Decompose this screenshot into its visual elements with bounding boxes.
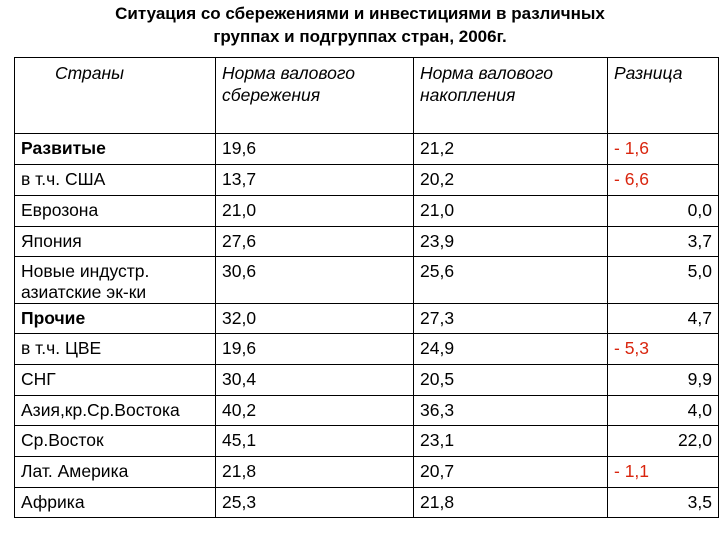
accumulation-rate-cell: 23,1 <box>413 425 608 457</box>
saving-rate-cell: 21,0 <box>215 195 414 227</box>
country-cell: Еврозона <box>14 195 216 227</box>
difference-cell: 4,0 <box>607 395 719 426</box>
header-accumulation-line-1: Норма валового <box>420 63 554 83</box>
accumulation-rate-cell: 21,0 <box>413 195 608 227</box>
saving-rate-cell: 13,7 <box>215 164 414 196</box>
difference-cell: 9,9 <box>607 364 719 396</box>
page-title: Ситуация со сбережениями и инвестициями … <box>0 2 720 48</box>
difference-cell: 22,0 <box>607 425 719 457</box>
accumulation-rate-cell: 20,5 <box>413 364 608 396</box>
difference-cell: 4,7 <box>607 303 719 334</box>
table-row: Азия,кр.Ср.Востока 40,2 36,3 4,0 <box>14 395 719 426</box>
country-cell: Прочие <box>14 303 216 334</box>
saving-rate-cell: 27,6 <box>215 226 414 257</box>
table-row: Ср.Восток 45,1 23,1 22,0 <box>14 425 719 457</box>
saving-rate-cell: 30,6 <box>215 256 414 304</box>
table-row: Прочие 32,0 27,3 4,7 <box>14 303 719 334</box>
saving-rate-cell: 40,2 <box>215 395 414 426</box>
country-cell: Африка <box>14 487 216 518</box>
table-row: Развитые 19,6 21,2- 1,6 <box>14 133 719 165</box>
table-row: СНГ 30,4 20,5 9,9 <box>14 364 719 396</box>
accumulation-rate-cell: 27,3 <box>413 303 608 334</box>
header-accumulation-line-2: накопления <box>420 85 516 105</box>
table-row: Еврозона 21,0 21,0 0,0 <box>14 195 719 227</box>
title-line-1: Ситуация со сбережениями и инвестициями … <box>115 4 605 23</box>
accumulation-rate-cell: 20,7 <box>413 456 608 488</box>
saving-rate-cell: 45,1 <box>215 425 414 457</box>
table-row: Новые индустр. азиатские эк-ки 30,6 25,6 5,0 <box>14 256 719 304</box>
country-cell: в т.ч. ЦВЕ <box>14 333 216 365</box>
country-cell: Новые индустр. азиатские эк-ки <box>14 256 216 304</box>
difference-cell: 3,7 <box>607 226 719 257</box>
country-line-1: Новые индустр. <box>21 261 150 281</box>
difference-cell: - 5,3 <box>607 333 719 365</box>
country-cell: Япония <box>14 226 216 257</box>
savings-table: Страны Норма валового сбережения Норма ва… <box>14 57 719 518</box>
header-accumulation-rate: Норма валового накопления <box>413 57 608 134</box>
country-cell: СНГ <box>14 364 216 396</box>
saving-rate-cell: 21,8 <box>215 456 414 488</box>
saving-rate-cell: 19,6 <box>215 133 414 165</box>
accumulation-rate-cell: 21,2 <box>413 133 608 165</box>
country-line-2: азиатские эк-ки <box>21 282 147 302</box>
difference-cell: 3,5 <box>607 487 719 518</box>
table-row: в т.ч. ЦВЕ 19,6 24,9- 5,3 <box>14 333 719 365</box>
difference-cell: - 6,6 <box>607 164 719 196</box>
header-saving-line-1: Норма валового <box>222 63 356 83</box>
difference-cell: 0,0 <box>607 195 719 227</box>
title-line-2: группах и подгруппах стран, 2006г. <box>213 27 507 46</box>
accumulation-rate-cell: 21,8 <box>413 487 608 518</box>
difference-cell: - 1,6 <box>607 133 719 165</box>
difference-cell: - 1,1 <box>607 456 719 488</box>
accumulation-rate-cell: 20,2 <box>413 164 608 196</box>
saving-rate-cell: 32,0 <box>215 303 414 334</box>
country-cell: Ср.Восток <box>14 425 216 457</box>
table-row: Лат. Америка 21,8 20,7- 1,1 <box>14 456 719 488</box>
saving-rate-cell: 30,4 <box>215 364 414 396</box>
header-saving-line-2: сбережения <box>222 85 321 105</box>
difference-cell: 5,0 <box>607 256 719 304</box>
table-row: Япония 27,6 23,9 3,7 <box>14 226 719 257</box>
country-cell: в т.ч. США <box>14 164 216 196</box>
country-cell: Лат. Америка <box>14 456 216 488</box>
accumulation-rate-cell: 25,6 <box>413 256 608 304</box>
saving-rate-cell: 19,6 <box>215 333 414 365</box>
country-cell: Азия,кр.Ср.Востока <box>14 395 216 426</box>
accumulation-rate-cell: 24,9 <box>413 333 608 365</box>
accumulation-rate-cell: 36,3 <box>413 395 608 426</box>
table-header-row: Страны Норма валового сбережения Норма ва… <box>14 57 719 134</box>
header-countries: Страны <box>14 57 216 134</box>
country-cell: Развитые <box>14 133 216 165</box>
header-difference: Разница <box>607 57 719 134</box>
table-row: в т.ч. США 13,7 20,2- 6,6 <box>14 164 719 196</box>
header-saving-rate: Норма валового сбережения <box>215 57 414 134</box>
table-row: Африка 25,3 21,8 3,5 <box>14 487 719 518</box>
table-body: Развитые 19,6 21,2- 1,6 в т.ч. США 13,7 20,2-… <box>14 133 719 518</box>
saving-rate-cell: 25,3 <box>215 487 414 518</box>
accumulation-rate-cell: 23,9 <box>413 226 608 257</box>
